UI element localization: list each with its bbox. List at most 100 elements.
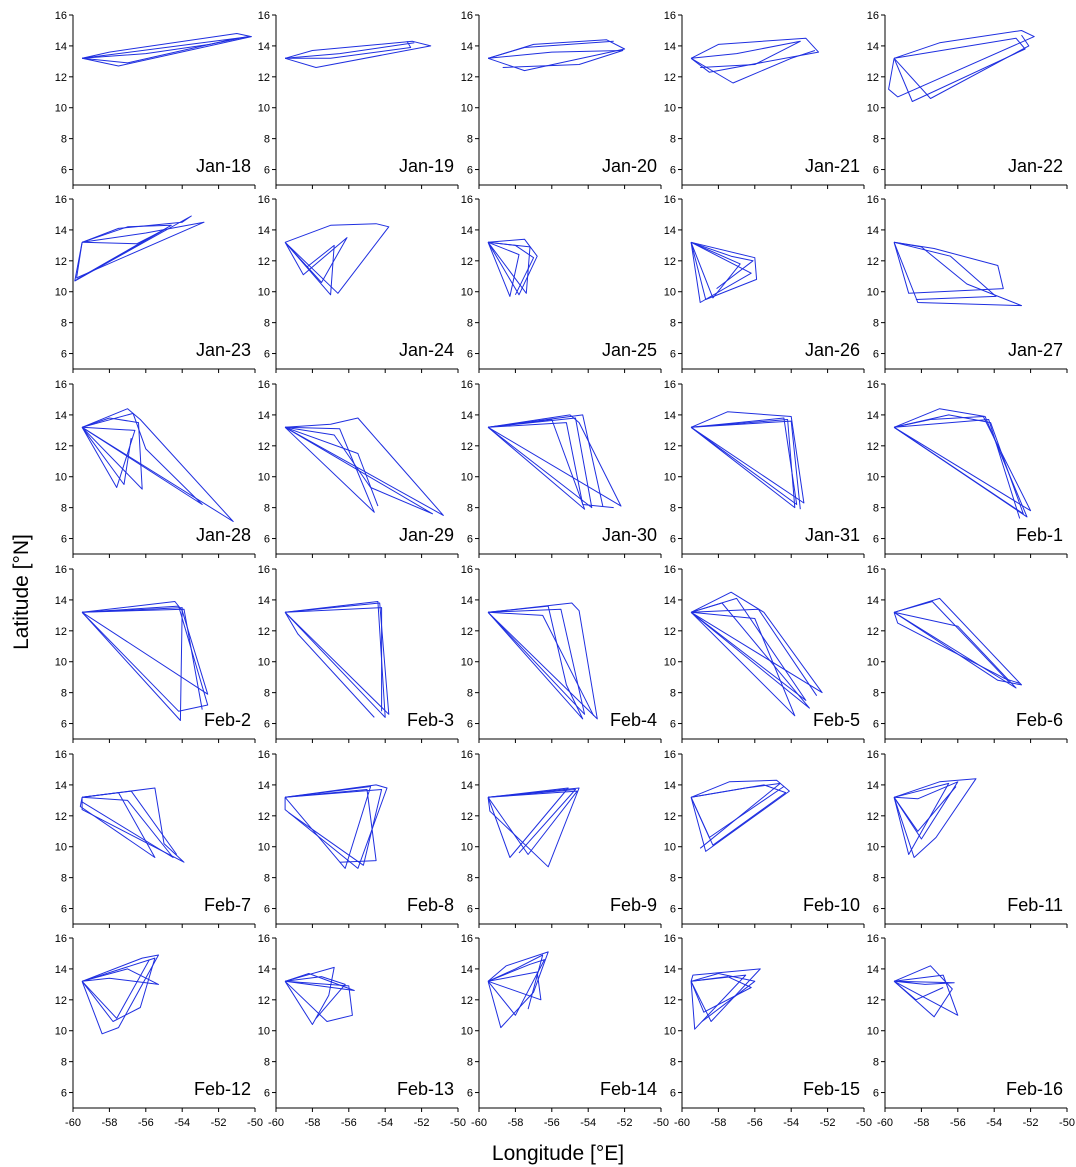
y-tick-label: 12 [55,441,67,453]
trajectory-line [81,417,143,490]
y-tick-label: 10 [55,287,67,299]
y-tick-label: 14 [461,780,473,792]
y-tick-label: 16 [867,379,879,391]
y-tick-label: 16 [258,564,270,576]
panel-date-label: Jan-20 [602,156,657,176]
x-tick-label: -52 [617,1117,633,1129]
y-tick-label: 16 [461,933,473,945]
panel-date-label: Jan-30 [602,525,657,545]
y-tick-label: 6 [670,719,676,731]
y-tick-label: 8 [670,1057,676,1069]
y-tick-label: 10 [664,472,676,484]
trajectory-line [487,787,569,858]
trajectory-line [487,959,545,1016]
panel-date-label: Jan-23 [196,340,251,360]
panel-date-label: Feb-12 [194,1079,251,1099]
y-tick-label: 12 [55,72,67,84]
trajectory-line [690,784,787,846]
y-tick-label: 8 [873,873,879,885]
trajectory-line [893,241,1022,307]
y-tick-label: 8 [873,688,879,700]
y-tick-label: 12 [867,626,879,638]
y-tick-label: 8 [61,688,67,700]
trajectory-line [487,787,580,868]
y-tick-label: 10 [664,287,676,299]
y-tick-label: 14 [55,41,67,53]
trajectory-line [487,39,626,72]
y-tick-label: 8 [61,318,67,330]
y-tick-label: 10 [664,842,676,854]
y-tick-label: 12 [664,995,676,1007]
x-tick-label: -56 [950,1117,966,1129]
y-tick-label: 10 [867,472,879,484]
y-tick-label: 6 [61,165,67,177]
trajectory-line [487,954,544,1010]
y-tick-label: 16 [461,564,473,576]
y-tick-label: 14 [55,595,67,607]
trajectory-line [284,980,353,1022]
y-tick-label: 6 [61,1088,67,1100]
y-tick-label: 16 [461,10,473,22]
panel-date-label: Feb-1 [1016,525,1063,545]
trajectory-line [690,602,810,709]
y-tick-label: 6 [670,1088,676,1100]
trajectory-line [487,605,584,720]
trajectory-line [690,417,798,505]
y-tick-label: 14 [867,410,879,422]
trajectory-line [690,779,790,852]
y-tick-label: 10 [461,1026,473,1038]
y-tick-label: 16 [867,194,879,206]
y-tick-label: 10 [55,842,67,854]
trajectory-line [893,980,944,1001]
y-tick-label: 14 [55,780,67,792]
trajectory-line [691,608,818,696]
y-tick-label: 8 [670,503,676,515]
trajectory-line [81,601,209,695]
x-tick-label: -60 [674,1117,690,1129]
trajectory-line [690,241,754,289]
x-tick-label: -50 [450,1117,466,1129]
trajectory-line [690,50,816,84]
x-tick-label: -58 [507,1117,523,1129]
trajectory-line [82,608,203,710]
y-tick-label: 6 [873,534,879,546]
y-tick-label: 16 [55,749,67,761]
y-tick-label: 10 [55,472,67,484]
trajectory-line [74,229,165,282]
panel: 6 8 10 12 14 16 Feb-2 [55,564,256,743]
x-tick-label: -56 [747,1117,763,1129]
trajectory-line [284,602,390,715]
x-tick-label: -58 [101,1117,117,1129]
x-tick-label: -60 [877,1117,893,1129]
trajectory-line [81,412,203,505]
panel: 6 8 10 12 14 16 Feb-9 [461,749,662,928]
y-tick-label: 16 [867,10,879,22]
y-tick-label: 14 [867,964,879,976]
y-tick-label: 10 [867,103,879,115]
y-tick-label: 12 [461,256,473,268]
y-tick-label: 14 [664,595,676,607]
trajectory-line [81,427,132,485]
y-tick-label: 10 [664,657,676,669]
y-tick-label: 16 [55,10,67,22]
panel: 6 8 10 12 14 16 Jan-25 [461,194,662,373]
trajectory-line [690,411,805,504]
trajectory-line [487,608,586,715]
trajectory-line [81,426,136,488]
y-tick-label: 10 [867,287,879,299]
y-tick-label: 8 [873,1057,879,1069]
y-tick-label: 14 [461,410,473,422]
panel: 6 8 10 12 14 16 Feb-4 [461,564,662,743]
panel-date-label: Jan-18 [196,156,251,176]
panel: 6 8 10 12 14 16 Jan-24 [258,194,459,373]
trajectory-line [76,221,205,279]
panel: 6 8 10 12 14 16 Jan-29 [258,379,459,558]
trajectory-line [488,50,624,68]
y-tick-label: 14 [258,225,270,237]
y-tick-label: 6 [873,349,879,361]
trajectory-line [893,965,953,1018]
trajectory-line [894,980,955,985]
panel-date-label: Jan-26 [805,340,860,360]
trajectory-line [488,414,604,507]
y-tick-label: 14 [867,225,879,237]
